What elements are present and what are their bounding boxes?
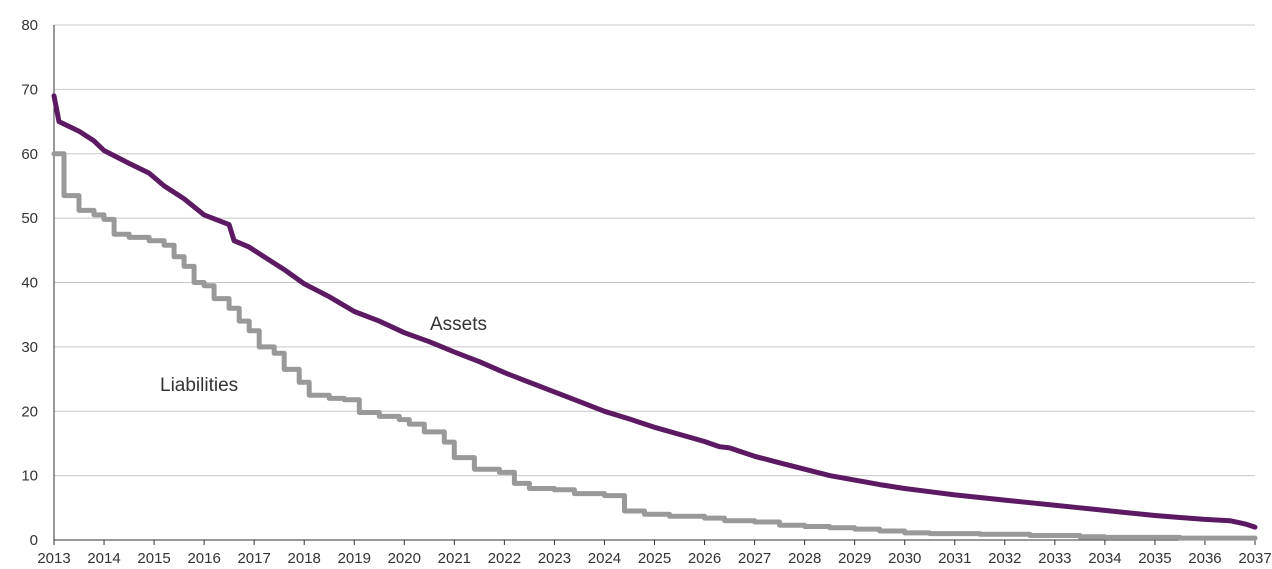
x-tick-label: 2015 [137, 550, 170, 567]
y-tick-label: 60 [21, 146, 38, 163]
x-tick-label: 2019 [338, 550, 371, 567]
x-tick-label: 2013 [37, 550, 70, 567]
x-tick-label: 2023 [538, 550, 571, 567]
x-tick-label: 2026 [688, 550, 721, 567]
x-tick-label: 2032 [988, 550, 1021, 567]
x-tick-label: 2036 [1188, 550, 1221, 567]
y-tick-label: 40 [21, 275, 38, 292]
x-tick-label: 2037 [1238, 550, 1271, 567]
series-label-liabilities: Liabilities [160, 375, 238, 396]
x-tick-label: 2033 [1038, 550, 1071, 567]
x-tick-label: 2016 [187, 550, 220, 567]
gridlines [54, 24, 1255, 477]
x-tick-label: 2022 [488, 550, 521, 567]
axes [53, 25, 1256, 545]
x-tick-label: 2018 [288, 550, 321, 567]
y-tick-label: 70 [21, 81, 38, 98]
x-tick-label: 2035 [1138, 550, 1171, 567]
x-tick-label: 2025 [638, 550, 671, 567]
x-tick-label: 2030 [888, 550, 921, 567]
x-tick-label: 2020 [388, 550, 421, 567]
x-tick-label: 2031 [938, 550, 971, 567]
y-tick-label: 80 [21, 17, 38, 34]
x-tick-label: 2024 [588, 550, 621, 567]
x-tick-label: 2017 [237, 550, 270, 567]
x-tick-label: 2014 [87, 550, 120, 567]
y-tick-label: 0 [30, 532, 38, 549]
y-tick-label: 50 [21, 210, 38, 227]
series-lines [51, 93, 1258, 541]
y-tick-label: 30 [21, 339, 38, 356]
y-tick-label: 10 [21, 468, 38, 485]
x-tick-label: 2027 [738, 550, 771, 567]
series-label-assets: Assets [430, 314, 487, 335]
x-tick-label: 2028 [788, 550, 821, 567]
series-line-assets [51, 93, 1258, 530]
x-tick-label: 2021 [438, 550, 471, 567]
series-labels: Assets Liabilities [160, 314, 487, 396]
x-tick-label: 2029 [838, 550, 871, 567]
y-tick-label: 20 [21, 403, 38, 420]
series-line-liabilities [51, 151, 1258, 541]
x-tick-label: 2034 [1088, 550, 1121, 567]
